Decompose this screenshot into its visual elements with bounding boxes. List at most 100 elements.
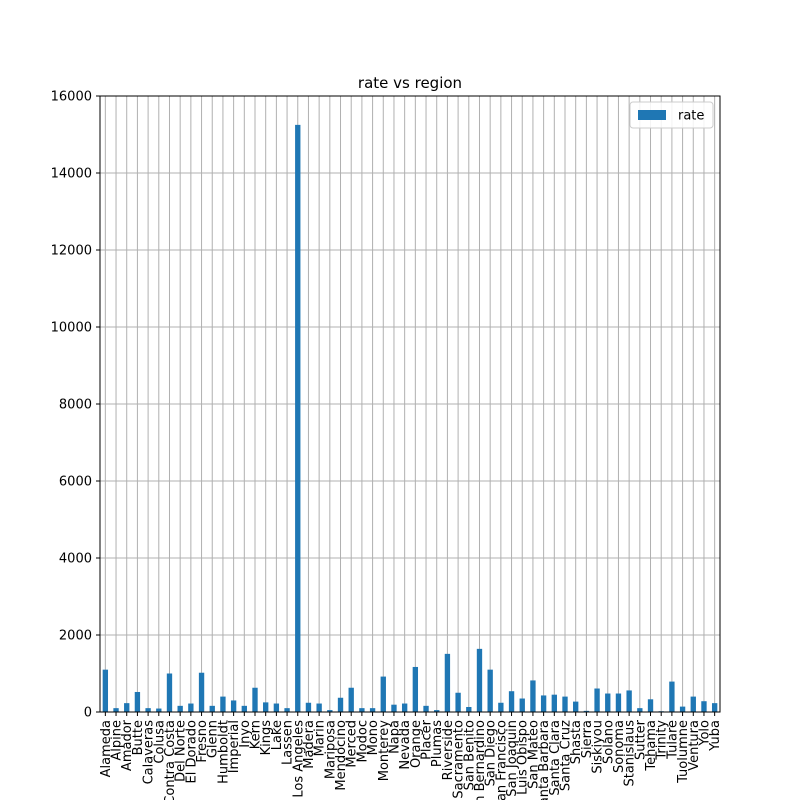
bar [273,703,280,712]
bar [177,705,183,712]
y-tick-label: 6000 [59,475,92,490]
bar [412,666,419,712]
x-tick-label: Inyo [238,720,253,748]
x-tick-label: Imperial [227,720,242,773]
x-tick-label: Del Norte [174,720,189,782]
chart-title: rate vs region [358,74,462,92]
x-tick-label: Lake [270,720,285,750]
bars [102,124,718,712]
x-tick-label: Tuolumne [676,720,691,784]
x-tick-label: Lassen [281,720,296,765]
bar [444,653,451,712]
bar [348,687,354,712]
x-tick-label: El Dorado [184,720,199,783]
bar [156,708,162,712]
x-tick-label: Stanislaus [623,720,638,787]
y-tick-label: 16000 [51,90,92,105]
x-tick-label: Santa Clara [548,720,563,796]
axes: 0 2000 4000 6000 8000 10000 12000 14000 16000 Ala… [51,90,724,805]
x-tick-label: San Benito [462,720,477,790]
bar [188,703,194,712]
bar [401,703,408,712]
plot-frame [99,95,721,713]
x-tick-label: Plumas [430,720,445,767]
x-tick-label: San Mateo [526,720,541,789]
bar [647,699,654,712]
x-tick-label: Mono [366,720,381,755]
bar [669,681,675,712]
x-tick-label: Tehama [644,720,659,772]
x-tick-label: Nevada [398,720,413,770]
x-tick-label: Contra Costa [163,720,178,800]
y-tick-label: 4000 [59,552,92,567]
bar [615,693,622,712]
bar [573,701,579,712]
bar [359,708,365,712]
x-tick-label: Modoc [355,720,370,763]
bar [316,703,322,712]
bar [295,124,301,712]
bar [540,695,547,712]
x-tick-label: Mariposa [323,720,338,779]
x-tick-label: Orange [409,720,424,768]
bar [263,702,269,712]
x-tick-label: Amador [120,719,135,771]
x-tick-label: Trinity [655,720,670,761]
x-tick-label: San Diego [484,720,499,786]
y-tick-label: 2000 [59,629,92,644]
bar [498,702,504,712]
bar [711,703,718,712]
bar [476,648,483,712]
x-tick-label: Merced [345,720,360,768]
bar [252,687,258,712]
x-tick-label: Fresno [195,720,210,763]
legend-swatch [638,110,666,120]
bar [124,703,130,712]
y-tick-label: 12000 [51,244,92,259]
x-tick-label: Santa Cruz [559,720,574,791]
x-tick-label: Alameda [99,720,114,777]
legend-box [629,101,714,129]
x-tick-label: Kern [249,720,264,749]
bar [113,708,119,712]
bar [102,669,109,712]
x-tick-label: Butte [131,720,146,755]
x-tick-label: San Francisco [494,720,509,800]
x-tick-label: Sonoma [612,720,627,773]
bar [605,693,611,712]
bar [508,691,515,712]
x-tick-label: Sutter [633,719,648,760]
x-tick-label: Santa Barbara [537,720,552,800]
bar [423,705,429,712]
y-tick-label: 8000 [59,398,92,413]
bar [327,710,333,712]
bar [230,700,237,712]
bar [145,708,151,712]
x-tick-label: Placer [420,719,435,760]
bar [679,706,686,712]
x-tick-label: Riverside [441,720,456,780]
bar [637,708,643,712]
y-tick-label: 14000 [51,167,92,182]
x-tick-label: Napa [387,720,402,754]
x-tick-label: Mendocino [334,720,349,791]
bar [305,702,312,712]
bar [562,696,568,712]
x-tick-label: Yolo [697,720,712,747]
bar [337,697,344,712]
bar [284,708,290,712]
x-tick-label: Calaveras [142,720,157,785]
x-tick-label: Glenn [206,720,221,758]
bar [594,688,600,712]
bar [583,710,590,712]
bar [391,704,397,712]
x-tick-label: Sierra [580,720,595,758]
bar [530,680,536,712]
x-tick-label: San Joaquin [505,720,520,797]
bar [455,692,461,712]
y-tick-label: 0 [84,706,92,721]
x-tick-label: Marin [313,720,328,756]
